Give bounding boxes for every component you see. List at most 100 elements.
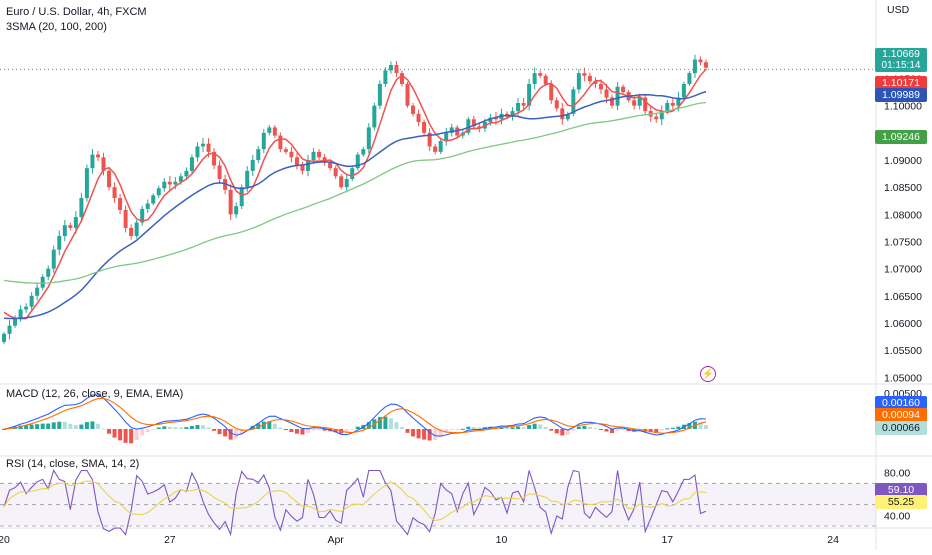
candle-body xyxy=(339,176,344,188)
sma100-badge: 1.09989 xyxy=(875,88,927,102)
price-tick-label: 1.05000 xyxy=(884,372,922,384)
macd-histogram-bar xyxy=(449,429,454,431)
axes: 1.110001.105001.100001.095001.090001.085… xyxy=(0,46,922,546)
candle-body xyxy=(632,100,637,106)
candle-body xyxy=(90,154,95,169)
macd-histogram-bar xyxy=(112,429,117,438)
macd-histogram-bar xyxy=(383,416,388,429)
macd-histogram-bar xyxy=(355,426,360,429)
candle-body xyxy=(328,162,333,169)
macd-histogram-bar xyxy=(466,426,471,429)
candle-body xyxy=(294,157,299,166)
candle-body xyxy=(521,102,526,106)
macd-histogram-bar xyxy=(306,429,311,433)
price-tick-label: 1.06500 xyxy=(884,291,922,303)
candle-body xyxy=(95,154,100,158)
candle-body xyxy=(532,73,537,84)
candle-body xyxy=(18,309,23,318)
macd-title[interactable]: MACD (12, 26, close, 9, EMA, EMA) xyxy=(6,388,184,400)
macd-histogram-bar xyxy=(670,427,675,429)
candle-body xyxy=(118,198,123,210)
candle-body xyxy=(444,132,449,142)
macd-histogram-bar xyxy=(245,429,250,430)
macd-histogram-bar xyxy=(256,423,261,429)
price-tick-label: 1.10000 xyxy=(884,101,922,113)
macd-histogram-bar xyxy=(51,422,56,429)
candle-body xyxy=(676,97,681,106)
macd-histogram-bar xyxy=(471,426,476,429)
macd-histogram-bar xyxy=(40,423,45,429)
macd-histogram-bar xyxy=(422,429,427,440)
indicator-title[interactable]: 3SMA (20, 100, 200) xyxy=(6,21,107,33)
candle-body xyxy=(411,105,416,114)
price-tick-label: 1.05500 xyxy=(884,345,922,357)
macd-histogram-bar xyxy=(200,425,205,429)
macd-histogram-bar xyxy=(278,427,283,429)
candle-body xyxy=(604,89,609,98)
price-pane xyxy=(0,54,876,344)
candle-body xyxy=(681,83,686,98)
price-tick-label: 1.06000 xyxy=(884,318,922,330)
candle-body xyxy=(598,83,603,90)
macd-histogram-bar xyxy=(610,429,615,434)
macd-histogram-bar xyxy=(477,427,482,429)
candle-body xyxy=(167,181,172,185)
macd-histogram-bar xyxy=(615,429,620,431)
macd-histogram-bar xyxy=(311,429,316,431)
price-tick-label: 1.09000 xyxy=(884,155,922,167)
macd-histogram-bar xyxy=(399,427,404,429)
candle-body xyxy=(593,81,598,84)
candle-body xyxy=(162,181,167,189)
macd-histogram-bar xyxy=(101,428,106,430)
candle-body xyxy=(493,117,498,120)
time-tick-label: 17 xyxy=(661,534,673,546)
rsi-title[interactable]: RSI (14, close, SMA, 14, 2) xyxy=(6,458,140,470)
candle-body xyxy=(543,75,548,84)
macd-histogram-bar xyxy=(24,425,29,429)
macd-histogram-bar xyxy=(659,429,664,431)
candle-body xyxy=(488,117,493,122)
macd-histogram-bar xyxy=(118,429,123,441)
macd-histogram-bar xyxy=(107,429,112,434)
macd-histogram-bar xyxy=(283,429,288,431)
candle-body xyxy=(151,195,156,204)
macd-histogram-bar xyxy=(322,429,327,431)
candle-body xyxy=(29,295,34,307)
candle-body xyxy=(107,170,112,188)
candle-body xyxy=(134,222,139,237)
macd-histogram-bar xyxy=(665,428,670,430)
candle-body xyxy=(549,83,554,101)
price-tick-label: 1.07000 xyxy=(884,264,922,276)
macd-histogram-bar xyxy=(57,421,62,429)
macd-histogram-bar xyxy=(654,429,659,433)
rsi-tick-label: 80.00 xyxy=(884,468,910,480)
macd-histogram-bar xyxy=(411,429,416,437)
macd-histogram-bar xyxy=(300,429,305,435)
macd-histogram-bar xyxy=(18,425,23,429)
candle-body xyxy=(2,333,6,342)
lightning-icon[interactable]: ⚡ xyxy=(700,366,716,382)
macd-histogram-bar xyxy=(433,429,438,440)
candle-body xyxy=(245,170,250,188)
macd-histogram-bar xyxy=(587,426,592,429)
macd-histogram-bar xyxy=(289,429,294,433)
macd-histogram-bar xyxy=(560,429,565,436)
macd-histogram-bar xyxy=(206,427,211,429)
macd-badge: 0.00160 xyxy=(875,396,927,410)
candle-body xyxy=(145,203,150,209)
macd-histogram-bar xyxy=(46,423,51,429)
candle-body xyxy=(344,179,349,188)
symbol-title[interactable]: Euro / U.S. Dollar, 4h, FXCM xyxy=(6,6,147,18)
candle-body xyxy=(278,135,283,150)
candle-body xyxy=(272,127,277,136)
macd-histogram-bar xyxy=(438,429,443,437)
time-tick-label: 27 xyxy=(164,534,176,546)
macd-histogram-bar xyxy=(272,423,277,429)
candle-body xyxy=(670,102,675,106)
macd-histogram-bar xyxy=(543,426,548,429)
rsi-ma-badge: 55.25 xyxy=(875,495,927,509)
candle-body xyxy=(621,86,626,93)
sma20-badge: 1.10171 xyxy=(875,76,927,90)
sma200-badge: 1.09246 xyxy=(875,130,927,144)
